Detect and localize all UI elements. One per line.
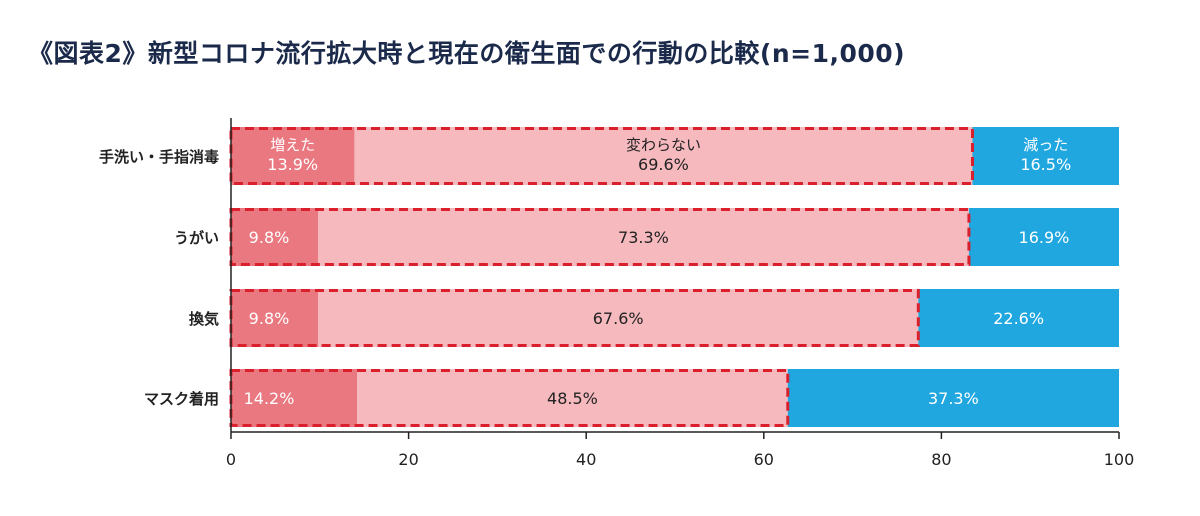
legend-label: 変わらない	[626, 136, 701, 154]
bar-segment	[787, 369, 1119, 427]
category-label: 手洗い・手指消毒	[99, 148, 219, 166]
category-label: 換気	[189, 310, 219, 328]
x-tick-label: 100	[1104, 450, 1135, 469]
bar-segment	[231, 369, 358, 427]
data-label: 9.8%	[249, 309, 290, 328]
bar-segment	[357, 369, 788, 427]
bar-segment	[968, 208, 1119, 266]
data-label: 73.3%	[618, 228, 669, 247]
bar-segment	[231, 208, 319, 266]
x-tick-label: 0	[226, 450, 236, 469]
bar-segment	[231, 127, 355, 185]
data-label: 16.9%	[1019, 228, 1070, 247]
data-label: 67.6%	[593, 309, 644, 328]
category-label: うがい	[174, 229, 219, 247]
x-tick-label: 80	[931, 450, 951, 469]
x-tick-label: 20	[398, 450, 418, 469]
data-label: 69.6%	[638, 155, 689, 174]
x-tick-label: 40	[576, 450, 596, 469]
highlight-border	[229, 127, 974, 185]
data-label: 16.5%	[1020, 155, 1071, 174]
chart-title: 《図表2》新型コロナ流行拡大時と現在の衛生面での行動の比較(n=1,000)	[28, 39, 906, 68]
data-label: 37.3%	[928, 389, 979, 408]
data-label: 9.8%	[249, 228, 290, 247]
bar-segment	[318, 208, 969, 266]
bar-segment	[231, 289, 319, 347]
data-label: 14.2%	[244, 389, 295, 408]
bar-segment	[972, 127, 1119, 185]
data-label: 48.5%	[547, 389, 598, 408]
data-label: 22.6%	[993, 309, 1044, 328]
legend-label: 増えた	[270, 136, 315, 154]
x-tick-label: 60	[754, 450, 774, 469]
category-label: マスク着用	[144, 390, 219, 408]
bar-segment	[318, 289, 919, 347]
data-label: 13.9%	[267, 155, 318, 174]
legend-label: 減った	[1023, 136, 1068, 154]
bar-segment	[354, 127, 973, 185]
bar-segment	[918, 289, 1119, 347]
